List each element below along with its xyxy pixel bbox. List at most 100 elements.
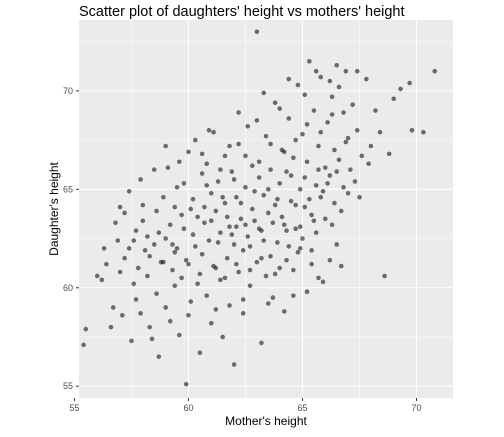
data-point [302, 92, 308, 98]
data-point [343, 139, 349, 145]
data-point [313, 230, 319, 235]
data-point [197, 350, 203, 356]
data-point [336, 157, 342, 163]
data-point [163, 305, 168, 310]
data-point [186, 261, 191, 267]
data-point [236, 141, 241, 147]
data-point [133, 228, 139, 233]
data-point [167, 318, 173, 324]
data-point [320, 188, 326, 194]
data-point [359, 153, 365, 159]
data-point [338, 208, 344, 214]
data-point [206, 238, 212, 243]
data-point [345, 190, 351, 196]
data-point [161, 194, 166, 200]
data-point [147, 324, 152, 330]
data-point [352, 179, 358, 184]
data-point [252, 218, 257, 224]
data-point [202, 220, 207, 226]
data-point [256, 159, 262, 165]
data-point [151, 167, 157, 172]
data-point [313, 68, 319, 74]
data-point [211, 129, 216, 135]
data-point [177, 332, 182, 338]
data-point [281, 222, 287, 228]
data-point [122, 255, 127, 261]
data-point [172, 250, 178, 255]
data-point [309, 261, 314, 267]
data-point [270, 220, 276, 226]
data-point [322, 165, 328, 170]
data-point [304, 159, 310, 165]
data-points [81, 29, 438, 387]
data-point [222, 153, 228, 159]
data-point [193, 137, 198, 143]
data-point [259, 340, 264, 346]
data-point [268, 167, 273, 172]
data-point [261, 90, 267, 96]
data-point [163, 236, 168, 241]
data-point [382, 273, 387, 279]
data-point [368, 143, 374, 149]
data-point [110, 305, 116, 310]
data-point [151, 242, 157, 247]
data-point [318, 194, 324, 200]
data-point [224, 255, 230, 261]
data-point [234, 261, 239, 267]
data-point [256, 226, 262, 231]
data-point [302, 175, 308, 180]
data-point [329, 94, 335, 100]
data-point [250, 206, 255, 212]
data-point [286, 116, 292, 121]
data-point [234, 224, 239, 230]
data-point [218, 230, 223, 235]
data-point [386, 151, 392, 157]
data-point [297, 224, 303, 230]
data-point [229, 169, 235, 174]
data-point [281, 309, 287, 314]
data-point [188, 206, 194, 212]
data-point [204, 293, 210, 298]
data-point [240, 248, 246, 253]
data-point [104, 261, 109, 267]
data-point [252, 188, 257, 194]
data-point [236, 269, 241, 275]
data-point [341, 185, 346, 190]
data-point [304, 122, 310, 127]
data-point [261, 192, 267, 198]
data-point [350, 102, 355, 107]
data-point [293, 226, 298, 231]
data-point [432, 68, 438, 74]
data-point [311, 108, 317, 113]
data-point [190, 196, 196, 202]
data-point [154, 291, 159, 296]
data-point [215, 240, 221, 245]
data-point [343, 68, 349, 74]
data-point [131, 281, 137, 287]
data-point [213, 307, 219, 312]
data-point [211, 263, 216, 269]
data-point [364, 76, 369, 82]
data-point [243, 185, 248, 190]
data-point [197, 271, 203, 277]
data-point [238, 200, 244, 206]
data-point [247, 283, 253, 289]
plot-panel [79, 20, 453, 398]
data-point [238, 216, 244, 222]
y-tick-label: 65 [63, 184, 73, 194]
data-point [313, 183, 319, 188]
data-point [199, 171, 205, 176]
data-point [377, 129, 383, 135]
data-point [421, 129, 426, 135]
data-point [366, 161, 371, 167]
data-point [334, 62, 340, 68]
data-point [222, 275, 228, 281]
data-point [220, 194, 225, 200]
data-point [320, 279, 326, 285]
data-point [268, 253, 273, 259]
data-point [120, 313, 125, 318]
data-point [322, 216, 328, 222]
data-point [240, 297, 246, 302]
data-point [177, 159, 182, 165]
